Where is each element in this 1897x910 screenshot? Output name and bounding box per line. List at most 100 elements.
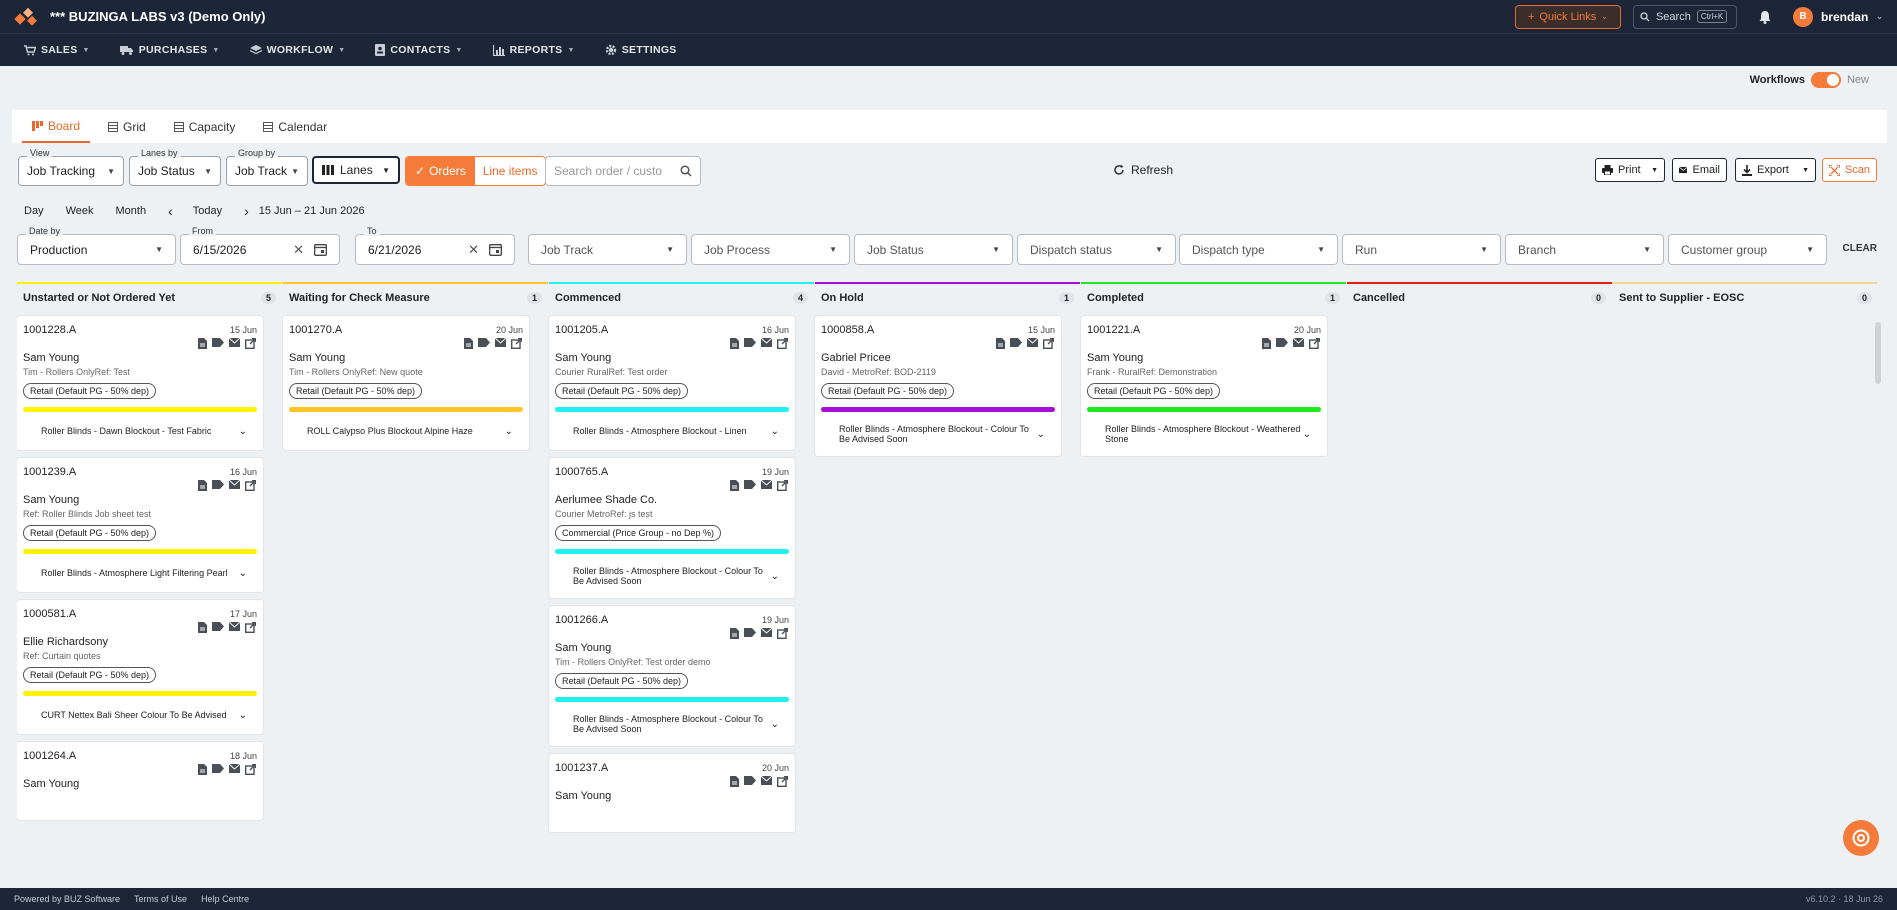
order-number[interactable]: 1000858.A: [821, 324, 875, 336]
app-logo[interactable]: *** BUZINGA LABS v3 (Demo Only): [14, 7, 266, 27]
envelope-icon[interactable]: [761, 628, 772, 637]
clear-icon[interactable]: ✕: [468, 241, 479, 257]
envelope-icon[interactable]: [229, 338, 240, 347]
lane-header[interactable]: On Hold 1: [815, 282, 1080, 304]
line-item-row[interactable]: Roller Blinds - Atmosphere Light Filteri…: [23, 554, 257, 592]
open-external-icon[interactable]: [245, 480, 256, 491]
chevron-down-icon[interactable]: ⌄: [238, 567, 247, 579]
nav-purchases[interactable]: PURCHASES ▼: [119, 44, 220, 56]
line-item-row[interactable]: Roller Blinds - Atmosphere Blockout - Co…: [555, 554, 789, 598]
quick-links-button[interactable]: + Quick Links ⌄: [1514, 4, 1621, 29]
group-by-select[interactable]: Group by Job Track ▼: [226, 148, 308, 186]
envelope-icon[interactable]: [761, 338, 772, 347]
line-item-row[interactable]: Roller Blinds - Atmosphere Blockout - We…: [1087, 412, 1321, 456]
tab-calendar[interactable]: Calendar: [253, 110, 337, 143]
lane-header[interactable]: Commenced 4: [549, 282, 814, 304]
lane-header[interactable]: Unstarted or Not Ordered Yet 5: [17, 282, 282, 304]
nav-settings[interactable]: SETTINGS: [605, 44, 677, 56]
job-card[interactable]: 1000858.A 15 Jun Gabriel Pricee David - Met…: [815, 316, 1061, 456]
powered-by-link[interactable]: Powered by BUZ Software: [14, 894, 121, 904]
order-number[interactable]: 1001239.A: [23, 466, 77, 478]
document-icon[interactable]: [464, 338, 473, 349]
nav-workflow[interactable]: WORKFLOW ▼: [249, 44, 346, 56]
export-button[interactable]: Export ▼: [1735, 158, 1816, 182]
order-number[interactable]: 1001270.A: [289, 324, 343, 336]
document-icon[interactable]: [730, 338, 739, 349]
document-icon[interactable]: [198, 764, 207, 775]
print-button[interactable]: Print ▼: [1595, 158, 1665, 182]
tab-grid[interactable]: Grid: [98, 110, 156, 143]
order-number[interactable]: 1000765.A: [555, 466, 609, 478]
workflows-toggle[interactable]: Workflows New: [1750, 72, 1869, 88]
open-external-icon[interactable]: [245, 764, 256, 775]
open-external-icon[interactable]: [511, 338, 522, 349]
chevron-down-icon[interactable]: ⌄: [238, 425, 247, 437]
open-external-icon[interactable]: [1309, 338, 1320, 349]
workflows-switch[interactable]: [1810, 72, 1841, 88]
envelope-icon[interactable]: [761, 776, 772, 785]
chevron-down-icon[interactable]: ⌄: [1036, 428, 1045, 440]
tab-board[interactable]: Board: [22, 110, 91, 143]
tag-icon[interactable]: [478, 338, 490, 347]
open-external-icon[interactable]: [245, 338, 256, 349]
lane-header[interactable]: Sent to Supplier - EOSC 0: [1613, 282, 1877, 304]
lane-header[interactable]: Completed 1: [1081, 282, 1346, 304]
order-number[interactable]: 1001228.A: [23, 324, 77, 336]
branch-filter[interactable]: Branch ▼: [1505, 234, 1664, 265]
nav-contacts[interactable]: CONTACTS ▼: [375, 44, 462, 56]
tab-capacity[interactable]: Capacity: [164, 110, 246, 143]
lane-header[interactable]: Cancelled 0: [1347, 282, 1612, 304]
dispatch-status-filter[interactable]: Dispatch status ▼: [1017, 234, 1176, 265]
document-icon[interactable]: [730, 776, 739, 787]
open-external-icon[interactable]: [777, 480, 788, 491]
tag-icon[interactable]: [744, 628, 756, 637]
tag-icon[interactable]: [744, 480, 756, 489]
tag-icon[interactable]: [212, 764, 224, 773]
chevron-down-icon[interactable]: ⌄: [238, 709, 247, 721]
lanes-button[interactable]: Lanes ▼: [312, 156, 400, 184]
run-filter[interactable]: Run ▼: [1342, 234, 1501, 265]
envelope-icon[interactable]: [495, 338, 506, 347]
lane-header[interactable]: Waiting for Check Measure 1: [283, 282, 548, 304]
chevron-down-icon[interactable]: ⌄: [770, 718, 779, 730]
open-external-icon[interactable]: [777, 338, 788, 349]
job-card[interactable]: 1001270.A 20 Jun Sam Young Tim - Rollers On…: [283, 316, 529, 450]
order-number[interactable]: 1001266.A: [555, 614, 609, 626]
tag-icon[interactable]: [1276, 338, 1288, 347]
order-number[interactable]: 1001221.A: [1087, 324, 1141, 336]
document-icon[interactable]: [730, 628, 739, 639]
job-track-filter[interactable]: Job Track ▼: [528, 234, 687, 265]
chevron-down-icon[interactable]: ⌄: [504, 425, 513, 437]
from-date-field[interactable]: From 6/15/2026 ✕: [180, 226, 340, 265]
document-icon[interactable]: [198, 622, 207, 633]
tag-icon[interactable]: [212, 480, 224, 489]
line-item-row[interactable]: Roller Blinds - Atmosphere Blockout - Co…: [555, 702, 789, 746]
document-icon[interactable]: [198, 480, 207, 491]
chevron-down-icon[interactable]: ⌄: [1302, 428, 1311, 440]
to-date-field[interactable]: To 6/21/2026 ✕: [355, 226, 515, 265]
open-external-icon[interactable]: [777, 628, 788, 639]
prev-period-button[interactable]: ‹: [168, 203, 173, 219]
clear-filters-button[interactable]: CLEAR: [1842, 243, 1877, 254]
board-scrollbar[interactable]: [1875, 322, 1881, 384]
email-button[interactable]: Email: [1672, 158, 1727, 182]
line-item-row[interactable]: CURT Nettex Bali Sheer Colour To Be Advi…: [23, 696, 257, 734]
help-button[interactable]: [1843, 820, 1879, 856]
envelope-icon[interactable]: [229, 622, 240, 631]
tag-icon[interactable]: [1010, 338, 1022, 347]
global-search-button[interactable]: Search Ctrl+K: [1632, 4, 1737, 29]
chevron-down-icon[interactable]: ⌄: [770, 570, 779, 582]
open-external-icon[interactable]: [245, 622, 256, 633]
tag-icon[interactable]: [212, 622, 224, 631]
nav-reports[interactable]: REPORTS ▼: [492, 44, 575, 56]
view-select[interactable]: View Job Tracking ▼: [18, 148, 124, 186]
line-items-toggle[interactable]: Line items: [474, 157, 546, 185]
next-period-button[interactable]: ›: [244, 203, 249, 219]
tag-icon[interactable]: [744, 776, 756, 785]
customer-group-filter[interactable]: Customer group ▼: [1668, 234, 1827, 265]
today-button[interactable]: Today: [192, 205, 223, 217]
lanes-by-select[interactable]: Lanes by Job Status ▼: [129, 148, 221, 186]
job-process-filter[interactable]: Job Process ▼: [691, 234, 850, 265]
envelope-icon[interactable]: [229, 480, 240, 489]
job-card[interactable]: 1001264.A 18 Jun Sam Young: [17, 742, 263, 820]
